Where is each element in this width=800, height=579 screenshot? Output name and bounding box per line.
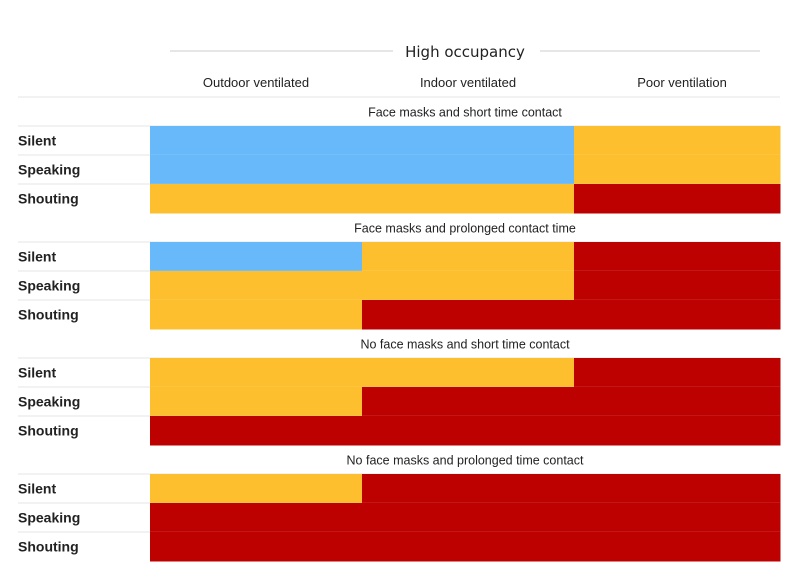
row-label-speaking: Speaking	[18, 394, 80, 410]
cell-high-risk	[574, 242, 781, 272]
cell-high-risk	[574, 184, 781, 214]
section-title: Face masks and prolonged contact time	[354, 222, 576, 236]
cell-medium-risk	[362, 271, 575, 301]
cell-high-risk	[362, 300, 575, 330]
cell-medium-risk	[150, 358, 363, 388]
cell-medium-risk	[150, 271, 363, 301]
cell-high-risk	[574, 474, 781, 504]
cell-medium-risk	[150, 300, 363, 330]
row-label-silent: Silent	[18, 249, 56, 265]
section-1: Face masks and short time contact Silent S…	[18, 106, 781, 214]
cell-high-risk	[150, 416, 363, 446]
cell-medium-risk	[574, 155, 781, 185]
row-label-silent: Silent	[18, 481, 56, 497]
cell-high-risk	[150, 503, 363, 533]
row-label-shouting: Shouting	[18, 307, 79, 323]
column-label-indoor-ventilated: Indoor ventilated	[420, 75, 516, 90]
cell-high-risk	[150, 532, 363, 562]
cell-high-risk	[574, 271, 781, 301]
column-label-poor-ventilation: Poor ventilation	[637, 75, 727, 90]
cell-medium-risk	[362, 184, 575, 214]
cell-low-risk	[150, 126, 363, 156]
cell-medium-risk	[150, 387, 363, 417]
cell-low-risk	[362, 155, 575, 185]
cell-high-risk	[574, 300, 781, 330]
cell-high-risk	[574, 532, 781, 562]
row-label-speaking: Speaking	[18, 162, 80, 178]
cell-high-risk	[362, 503, 575, 533]
row-label-shouting: Shouting	[18, 423, 79, 439]
section-title: No face masks and short time contact	[360, 338, 570, 352]
section-4: No face masks and prolonged time contact…	[18, 454, 781, 562]
chart-title: High occupancy	[405, 43, 525, 61]
row-label-silent: Silent	[18, 133, 56, 149]
cell-high-risk	[574, 358, 781, 388]
cell-medium-risk	[362, 242, 575, 272]
row-label-speaking: Speaking	[18, 510, 80, 526]
row-label-speaking: Speaking	[18, 278, 80, 294]
cell-low-risk	[150, 155, 363, 185]
column-labels: Outdoor ventilated Indoor ventilated Poor …	[203, 75, 727, 90]
sections: Face masks and short time contact Silent S…	[18, 96, 781, 562]
cell-high-risk	[362, 387, 575, 417]
section-2: Face masks and prolonged contact time Sil…	[18, 222, 781, 330]
section-title: No face masks and prolonged time contact	[347, 454, 584, 468]
row-label-shouting: Shouting	[18, 191, 79, 207]
row-label-shouting: Shouting	[18, 539, 79, 555]
section-title: Face masks and short time contact	[368, 106, 562, 120]
cell-high-risk	[574, 416, 781, 446]
cell-high-risk	[574, 503, 781, 533]
section-3: No face masks and short time contact Sile…	[18, 338, 781, 446]
cell-medium-risk	[362, 358, 575, 388]
column-label-outdoor-ventilated: Outdoor ventilated	[203, 75, 309, 90]
cell-high-risk	[362, 416, 575, 446]
cell-medium-risk	[150, 474, 363, 504]
cell-medium-risk	[150, 184, 363, 214]
cell-high-risk	[362, 532, 575, 562]
cell-high-risk	[362, 474, 575, 504]
cell-low-risk	[362, 126, 575, 156]
row-label-silent: Silent	[18, 365, 56, 381]
cell-low-risk	[150, 242, 363, 272]
cell-high-risk	[574, 387, 781, 417]
cell-medium-risk	[574, 126, 781, 156]
